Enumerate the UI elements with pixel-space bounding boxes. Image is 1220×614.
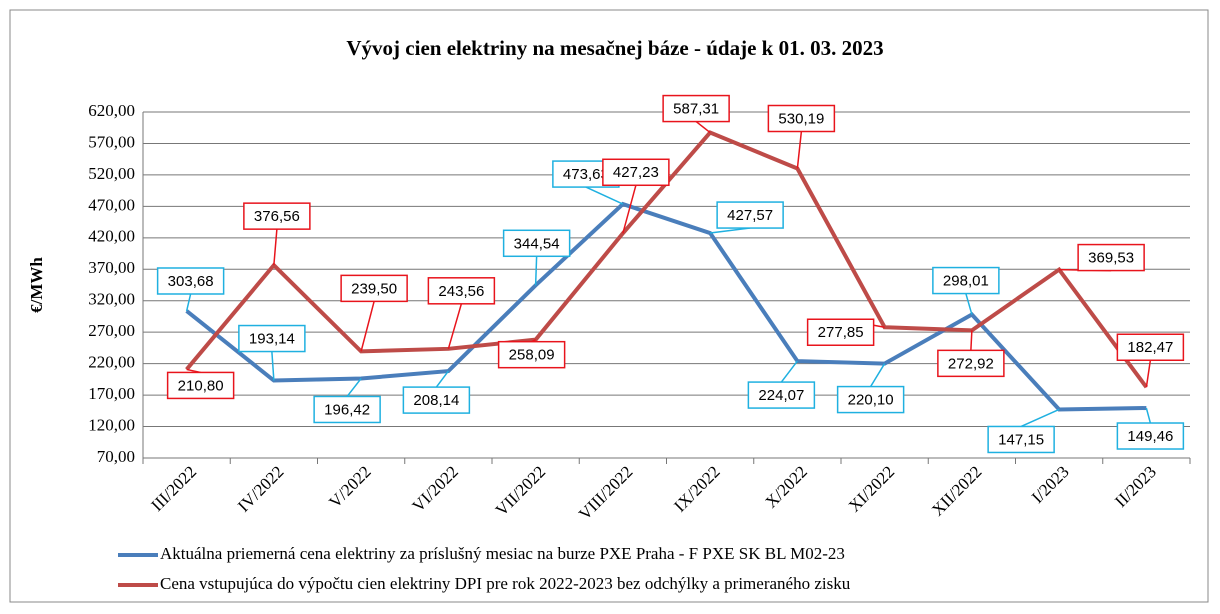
y-tick-label: 270,00 xyxy=(88,321,135,340)
callout-box xyxy=(1077,243,1145,272)
callout-box xyxy=(932,266,1000,295)
callout-pointer xyxy=(534,256,538,286)
callout-pointer xyxy=(585,186,624,205)
callout-pointer xyxy=(970,330,973,351)
callout-box xyxy=(340,274,408,303)
callout-pointer xyxy=(796,131,803,169)
data-label: 427,23 xyxy=(613,164,659,181)
callout-pointer xyxy=(622,185,637,234)
callout-box xyxy=(716,201,784,229)
data-label: 277,85 xyxy=(818,324,864,341)
data-label: 473,63 xyxy=(563,166,609,183)
callout-pointer xyxy=(185,293,192,312)
callout-box xyxy=(1116,333,1185,361)
callout-box xyxy=(602,158,670,187)
y-tick-label: 170,00 xyxy=(88,384,135,403)
callout-pointer xyxy=(695,120,711,134)
callout-box xyxy=(156,267,225,295)
legend-label: Aktuálna priemerná cena elektriny za prí… xyxy=(160,544,845,563)
callout-box xyxy=(662,94,730,123)
callout-box xyxy=(937,349,1005,378)
callout-pointer xyxy=(360,301,375,352)
data-label: 149,46 xyxy=(1127,428,1173,445)
callout-box xyxy=(313,395,381,424)
data-label: 182,47 xyxy=(1127,339,1173,356)
callout-box xyxy=(747,381,816,409)
y-tick-label: 370,00 xyxy=(88,258,135,277)
y-tick-label: 620,00 xyxy=(88,101,135,120)
y-tick-label: 70,00 xyxy=(97,447,135,466)
y-tick-label: 120,00 xyxy=(88,415,135,434)
data-label: 220,10 xyxy=(848,392,894,409)
callout-box xyxy=(1116,422,1185,450)
data-label: 147,15 xyxy=(998,431,1044,448)
callout-box xyxy=(497,340,566,369)
data-label: 376,56 xyxy=(254,208,300,225)
callout-pointer xyxy=(965,293,973,315)
callout-box xyxy=(836,385,905,414)
callout-box xyxy=(767,104,836,133)
callout-box xyxy=(987,425,1055,454)
callout-box xyxy=(427,277,496,305)
y-axis-label: €/MWh xyxy=(27,257,46,313)
data-label: 587,31 xyxy=(673,101,719,118)
data-label: 208,14 xyxy=(413,392,459,409)
callout-pointer xyxy=(1145,360,1152,388)
callout-box xyxy=(502,229,571,258)
chart-frame xyxy=(9,9,1209,603)
series-line xyxy=(185,201,1147,412)
data-label: 298,01 xyxy=(943,273,989,290)
callout-pointer xyxy=(346,378,362,397)
data-label: 196,42 xyxy=(324,401,370,418)
data-label: 272,92 xyxy=(948,355,994,372)
callout-box xyxy=(238,324,306,353)
y-tick-label: 520,00 xyxy=(88,164,135,183)
data-label: 530,19 xyxy=(778,110,824,127)
callout-pointer xyxy=(447,303,463,350)
callout-box xyxy=(402,386,471,414)
callout-pointer xyxy=(780,360,798,383)
data-label: 210,80 xyxy=(178,377,224,394)
data-label: 193,14 xyxy=(249,331,295,348)
callout-pointer xyxy=(710,227,751,234)
data-label: 369,53 xyxy=(1088,250,1134,267)
chart-title: Vývoj cien elektriny na mesačnej báze - … xyxy=(346,36,883,60)
data-label: 427,57 xyxy=(727,207,773,224)
callout-pointer xyxy=(869,363,886,387)
callout-box xyxy=(243,202,311,230)
data-label: 303,68 xyxy=(168,273,214,290)
callout-pointer xyxy=(271,351,275,381)
callout-pointer xyxy=(273,229,278,266)
callout-pointer xyxy=(1020,408,1060,428)
data-label: 239,50 xyxy=(351,280,397,297)
callout-pointer xyxy=(435,370,449,388)
data-label: 344,54 xyxy=(514,235,560,252)
legend-label: Cena vstupujúca do výpočtu cien elektrin… xyxy=(160,574,851,593)
callout-pointer xyxy=(1145,407,1152,424)
data-label: 224,07 xyxy=(758,387,804,404)
y-tick-label: 470,00 xyxy=(88,195,135,214)
y-tick-label: 220,00 xyxy=(88,353,135,372)
y-tick-label: 420,00 xyxy=(88,227,135,246)
data-label: 258,09 xyxy=(509,347,555,364)
callout-box xyxy=(806,318,875,346)
y-tick-label: 570,00 xyxy=(88,132,135,151)
y-tick-label: 320,00 xyxy=(88,290,135,309)
callout-box xyxy=(166,371,235,400)
data-label: 243,56 xyxy=(438,283,484,300)
